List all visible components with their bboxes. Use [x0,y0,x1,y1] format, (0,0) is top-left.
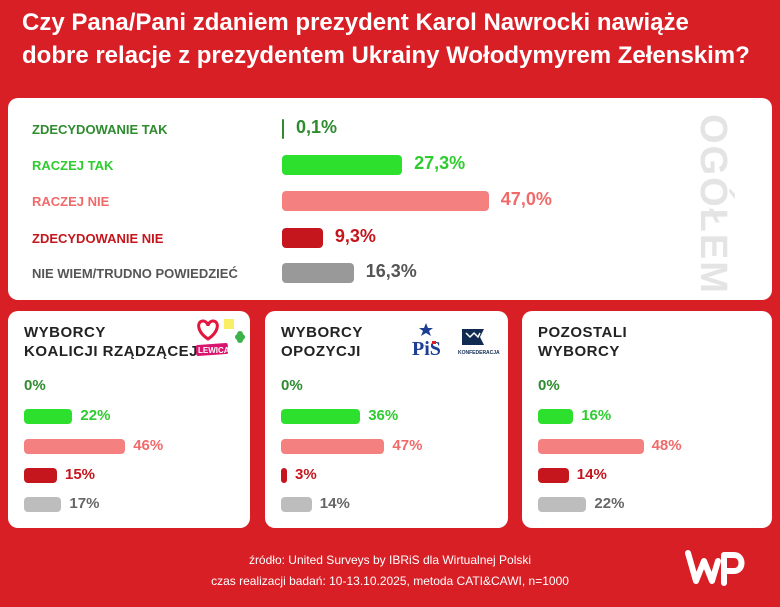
overall-value-label: 9,3% [334,226,376,246]
group-bar [538,468,569,483]
wp-logo-icon [685,550,745,586]
overall-value-label: 16,3% [365,261,417,281]
lewica-logo-text: LEWICA [198,346,230,355]
overall-panel: ZDECYDOWANIE TAK 0,1% RACZEJ TAK 27,3% RACZE… [8,98,772,300]
heart-logo-icon: LEWICA [195,319,245,356]
group-value-label: 15% [65,466,96,483]
group-bar [24,497,62,512]
group-bar [538,409,574,424]
group-value-label: 16% [581,407,612,424]
group-bar [538,439,644,454]
pis-logo-text: PiS [412,338,441,360]
category-label: ZDECYDOWANIE TAK [32,122,168,137]
overall-value-label: 27,3% [414,153,466,173]
category-label: RACZEJ TAK [32,158,114,173]
group-title-line: WYBORCY [538,343,620,360]
overall-bar [282,155,403,175]
group-title-line: POZOSTALI [538,324,628,341]
overall-bar [282,119,284,139]
source-text: źródło: United Surveys by IBRiS dla Wirt… [248,553,532,567]
party-logos-icon: PiS KONFEDERACJA [412,323,500,360]
chart-title: Czy Pana/Pani zdaniem prezydent Karol Na… [22,9,750,69]
group-bar [281,409,361,424]
group-bar [24,468,57,483]
group-value-label: 22% [594,495,625,512]
group-value-label: 0% [24,377,46,394]
group-bar [281,497,312,512]
group-bar [281,468,287,483]
group-title: WYBORCY KOALICJI RZĄDZĄCEJ [24,323,198,361]
opposition-logos: PiS KONFEDERACJA [410,321,506,361]
group-title-line: OPOZYCJI [281,343,361,360]
group-value-label: 47% [392,437,423,454]
group-value-label: 36% [368,407,399,424]
overall-side-label: OGÓŁEM [692,114,734,295]
coalition-voters-panel: WYBORCY KOALICJI RZĄDZĄCEJ LEWICA 0% 22% 4… [8,311,250,528]
group-value-label: 14% [319,495,350,512]
group-title-line: KOALICJI RZĄDZĄCEJ [24,343,199,360]
group-value-label: 17% [69,495,100,512]
category-label: RACZEJ NIE [32,194,110,209]
category-label: ZDECYDOWANIE NIE [32,231,164,246]
group-value-label: 48% [651,437,682,454]
konfederacja-logo-text: KONFEDERACJA [458,350,500,356]
group-value-label: 46% [133,437,164,454]
group-value-label: 14% [576,466,607,483]
group-bar [538,497,587,512]
overall-value-label: 47,0% [500,189,552,209]
group-value-label: 22% [80,407,111,424]
group-title: POZOSTALI WYBORCY [538,323,627,361]
category-label: NIE WIEM/TRUDNO POWIEDZIEĆ [32,266,238,281]
group-title-line: WYBORCY [281,324,363,341]
group-bar [24,409,73,424]
method-text: czas realizacji badań: 10-13.10.2025, me… [211,574,569,588]
group-bar [24,439,126,454]
overall-value-label: 0,1% [296,117,338,137]
group-value-label: 0% [538,377,560,394]
coalition-logos: LEWICA [194,317,250,359]
group-value-label: 3% [295,466,317,483]
overall-bar [282,263,354,283]
overall-bar [282,228,323,248]
group-bar [281,439,385,454]
opposition-voters-panel: WYBORCY OPOZYCJI PiS KONFEDERACJA 0% 36% 4… [265,311,508,528]
group-value-label: 0% [281,377,303,394]
group-title-line: WYBORCY [24,324,106,341]
overall-bar [282,191,489,211]
other-voters-panel: POZOSTALI WYBORCY 0% 16% 48% 14% 22% [522,311,772,528]
group-title: WYBORCY OPOZYCJI [281,323,363,361]
